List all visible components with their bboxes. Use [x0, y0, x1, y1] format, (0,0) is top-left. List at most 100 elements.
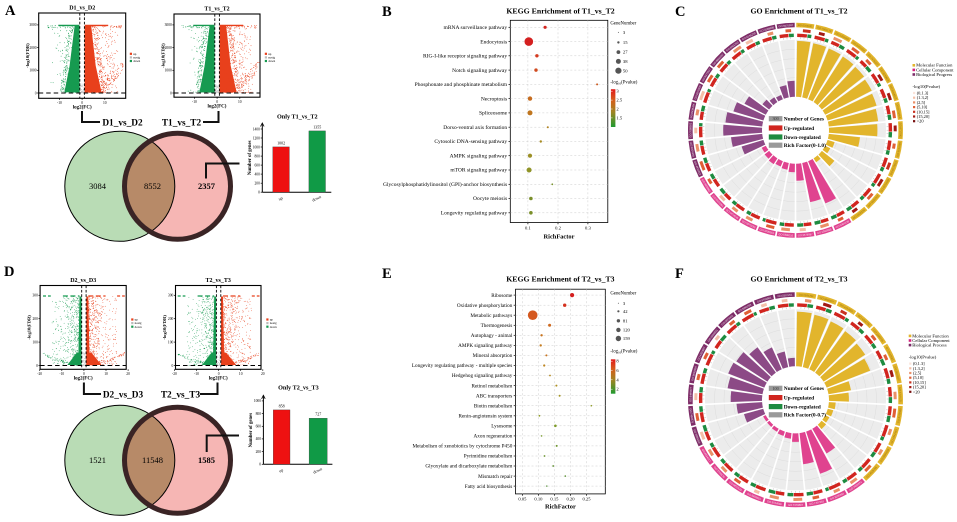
svg-text:log2(FC): log2(FC) [208, 104, 227, 109]
svg-text:Phosphonate and phosphinate me: Phosphonate and phosphinate metabolism [415, 82, 508, 88]
svg-text:Biological Progress: Biological Progress [916, 72, 952, 77]
svg-text:15: 15 [623, 40, 628, 45]
svg-text:RichFactor: RichFactor [544, 234, 575, 241]
svg-text:Number of Genes: Number of Genes [784, 386, 824, 392]
svg-text:Mineral absorption: Mineral absorption [473, 353, 513, 359]
svg-text:8552: 8552 [144, 181, 161, 191]
svg-text:F: F [675, 266, 684, 282]
svg-text:Down-regulated: Down-regulated [784, 404, 821, 410]
svg-text:0: 0 [36, 364, 38, 368]
svg-text:10: 10 [103, 101, 107, 105]
svg-text:log2(FC): log2(FC) [73, 106, 92, 111]
svg-text:10: 10 [238, 100, 242, 104]
svg-text:200: 200 [33, 317, 39, 321]
svg-text:D1_vs_D2: D1_vs_D2 [69, 6, 95, 12]
svg-text:RichFactor: RichFactor [545, 504, 576, 511]
svg-text:20: 20 [261, 372, 265, 376]
svg-text:0: 0 [35, 91, 37, 95]
svg-text:0: 0 [83, 372, 85, 376]
svg-text:0.1: 0.1 [525, 226, 531, 231]
svg-text:GO Enrichment of T1_vs_T2: GO Enrichment of T1_vs_T2 [750, 7, 847, 16]
svg-text:Rich Factor(0-0.7): Rich Factor(0-0.7) [784, 412, 826, 419]
svg-text:200: 200 [168, 317, 174, 321]
svg-text:400: 400 [255, 172, 261, 176]
svg-text:3084: 3084 [89, 181, 107, 191]
svg-text:Pyrimidine metabolism: Pyrimidine metabolism [464, 454, 513, 460]
svg-text:GO Enrichment of T2_vs_T3: GO Enrichment of T2_vs_T3 [750, 275, 847, 284]
svg-text:mRNA surveillance pathway: mRNA surveillance pathway [444, 25, 508, 31]
svg-text:down: down [270, 325, 277, 329]
svg-text:KEGG Enrichment of T1_vs_T2: KEGG Enrichment of T1_vs_T2 [506, 7, 614, 16]
svg-text:D2_vs_D3: D2_vs_D3 [70, 278, 96, 284]
svg-text:2000: 2000 [165, 46, 172, 50]
svg-text:Number of genes: Number of genes [248, 140, 253, 175]
svg-text:0: 0 [172, 364, 174, 368]
svg-text:20: 20 [126, 372, 130, 376]
svg-text:Number of Genes: Number of Genes [784, 117, 824, 123]
svg-text:1000: 1000 [253, 145, 260, 149]
svg-text:0.15: 0.15 [550, 497, 559, 502]
svg-text:GO:7088051: GO:7088051 [689, 122, 693, 137]
svg-text:down: down [268, 59, 275, 63]
svg-text:11548: 11548 [142, 455, 163, 465]
svg-text:-10: -10 [192, 100, 197, 104]
svg-text:Glyoxylate and dicarboxylate m: Glyoxylate and dicarboxylate metabolism [425, 464, 512, 470]
svg-text:81: 81 [623, 318, 628, 323]
svg-text:300: 300 [772, 116, 778, 121]
svg-text:Up-regulated: Up-regulated [784, 395, 814, 401]
svg-text:RIG-I-like receptor signaling: RIG-I-like receptor signaling pathway [423, 54, 507, 60]
svg-text:Only T2_vs_T3: Only T2_vs_T3 [278, 385, 319, 392]
svg-text:300: 300 [168, 294, 174, 298]
svg-text:Oocyte meiosis: Oocyte meiosis [473, 196, 507, 202]
svg-text:600: 600 [255, 163, 261, 167]
svg-text:T2_vs_T3: T2_vs_T3 [206, 278, 231, 284]
svg-text:2357: 2357 [198, 181, 216, 191]
svg-text:T1_vs_T2: T1_vs_T2 [204, 7, 229, 13]
svg-text:Necroptosis: Necroptosis [481, 96, 507, 102]
svg-text:1002: 1002 [277, 140, 285, 145]
svg-text:100: 100 [168, 340, 174, 344]
svg-text:100: 100 [772, 386, 778, 391]
svg-text:Glycosylphosphatidylinositol (: Glycosylphosphatidylinositol (GPI)-ancho… [383, 181, 507, 188]
svg-text:D1_vs_D2: D1_vs_D2 [102, 119, 143, 129]
svg-text:0.25: 0.25 [582, 497, 591, 502]
svg-text:Thermogenesis: Thermogenesis [481, 323, 513, 329]
svg-text:Notch signaling pathway: Notch signaling pathway [452, 68, 507, 74]
svg-text:10: 10 [104, 372, 108, 376]
svg-text:0.20: 0.20 [566, 497, 575, 502]
svg-text:down: down [133, 59, 140, 63]
svg-text:1400: 1400 [253, 127, 260, 131]
svg-text:Only T1_vs_T2: Only T1_vs_T2 [277, 114, 318, 121]
svg-text:GO:7470897: GO:7470897 [788, 503, 803, 507]
svg-text:1200: 1200 [253, 136, 260, 140]
svg-text:Dorso-ventral axis formation: Dorso-ventral axis formation [443, 124, 507, 131]
svg-text:200: 200 [256, 450, 262, 454]
svg-text:-10: -10 [194, 372, 199, 376]
svg-text:0.10: 0.10 [534, 497, 543, 502]
svg-text:Down-regulated: Down-regulated [784, 135, 821, 141]
svg-text:Biological Process: Biological Process [912, 343, 947, 348]
svg-text:Lysosome: Lysosome [491, 424, 513, 430]
svg-text:-10: -10 [57, 101, 62, 105]
svg-text:0: 0 [259, 463, 261, 467]
svg-text:-log10(FDR): -log10(FDR) [27, 315, 32, 340]
svg-text:T1_vs_T2: T1_vs_T2 [162, 119, 202, 129]
svg-text:Longevity regulating pathway: Longevity regulating pathway [441, 211, 508, 217]
svg-text:GO:6318125: GO:6318125 [898, 387, 903, 403]
svg-text:0: 0 [258, 191, 260, 195]
svg-text:3000: 3000 [29, 23, 36, 27]
svg-text:KEGG Enrichment of T2_vs_T3: KEGG Enrichment of T2_vs_T3 [506, 275, 614, 284]
svg-text:858: 858 [279, 403, 285, 408]
svg-text:log2(FC): log2(FC) [74, 377, 93, 382]
svg-text:100: 100 [33, 340, 39, 344]
svg-text:AMPK signaling pathway: AMPK signaling pathway [450, 153, 508, 159]
svg-text:-10: -10 [59, 372, 64, 376]
svg-text:ABC transporters: ABC transporters [476, 393, 512, 399]
svg-text:Autophagy - animal: Autophagy - animal [471, 333, 513, 339]
svg-text:38: 38 [623, 59, 628, 64]
svg-text:1000: 1000 [254, 399, 261, 403]
svg-text:Spliceosome: Spliceosome [479, 111, 508, 117]
svg-text:mTOR signaling pathway: mTOR signaling pathway [450, 168, 507, 174]
svg-text:1000: 1000 [29, 69, 36, 73]
svg-text:>20: >20 [917, 119, 925, 124]
